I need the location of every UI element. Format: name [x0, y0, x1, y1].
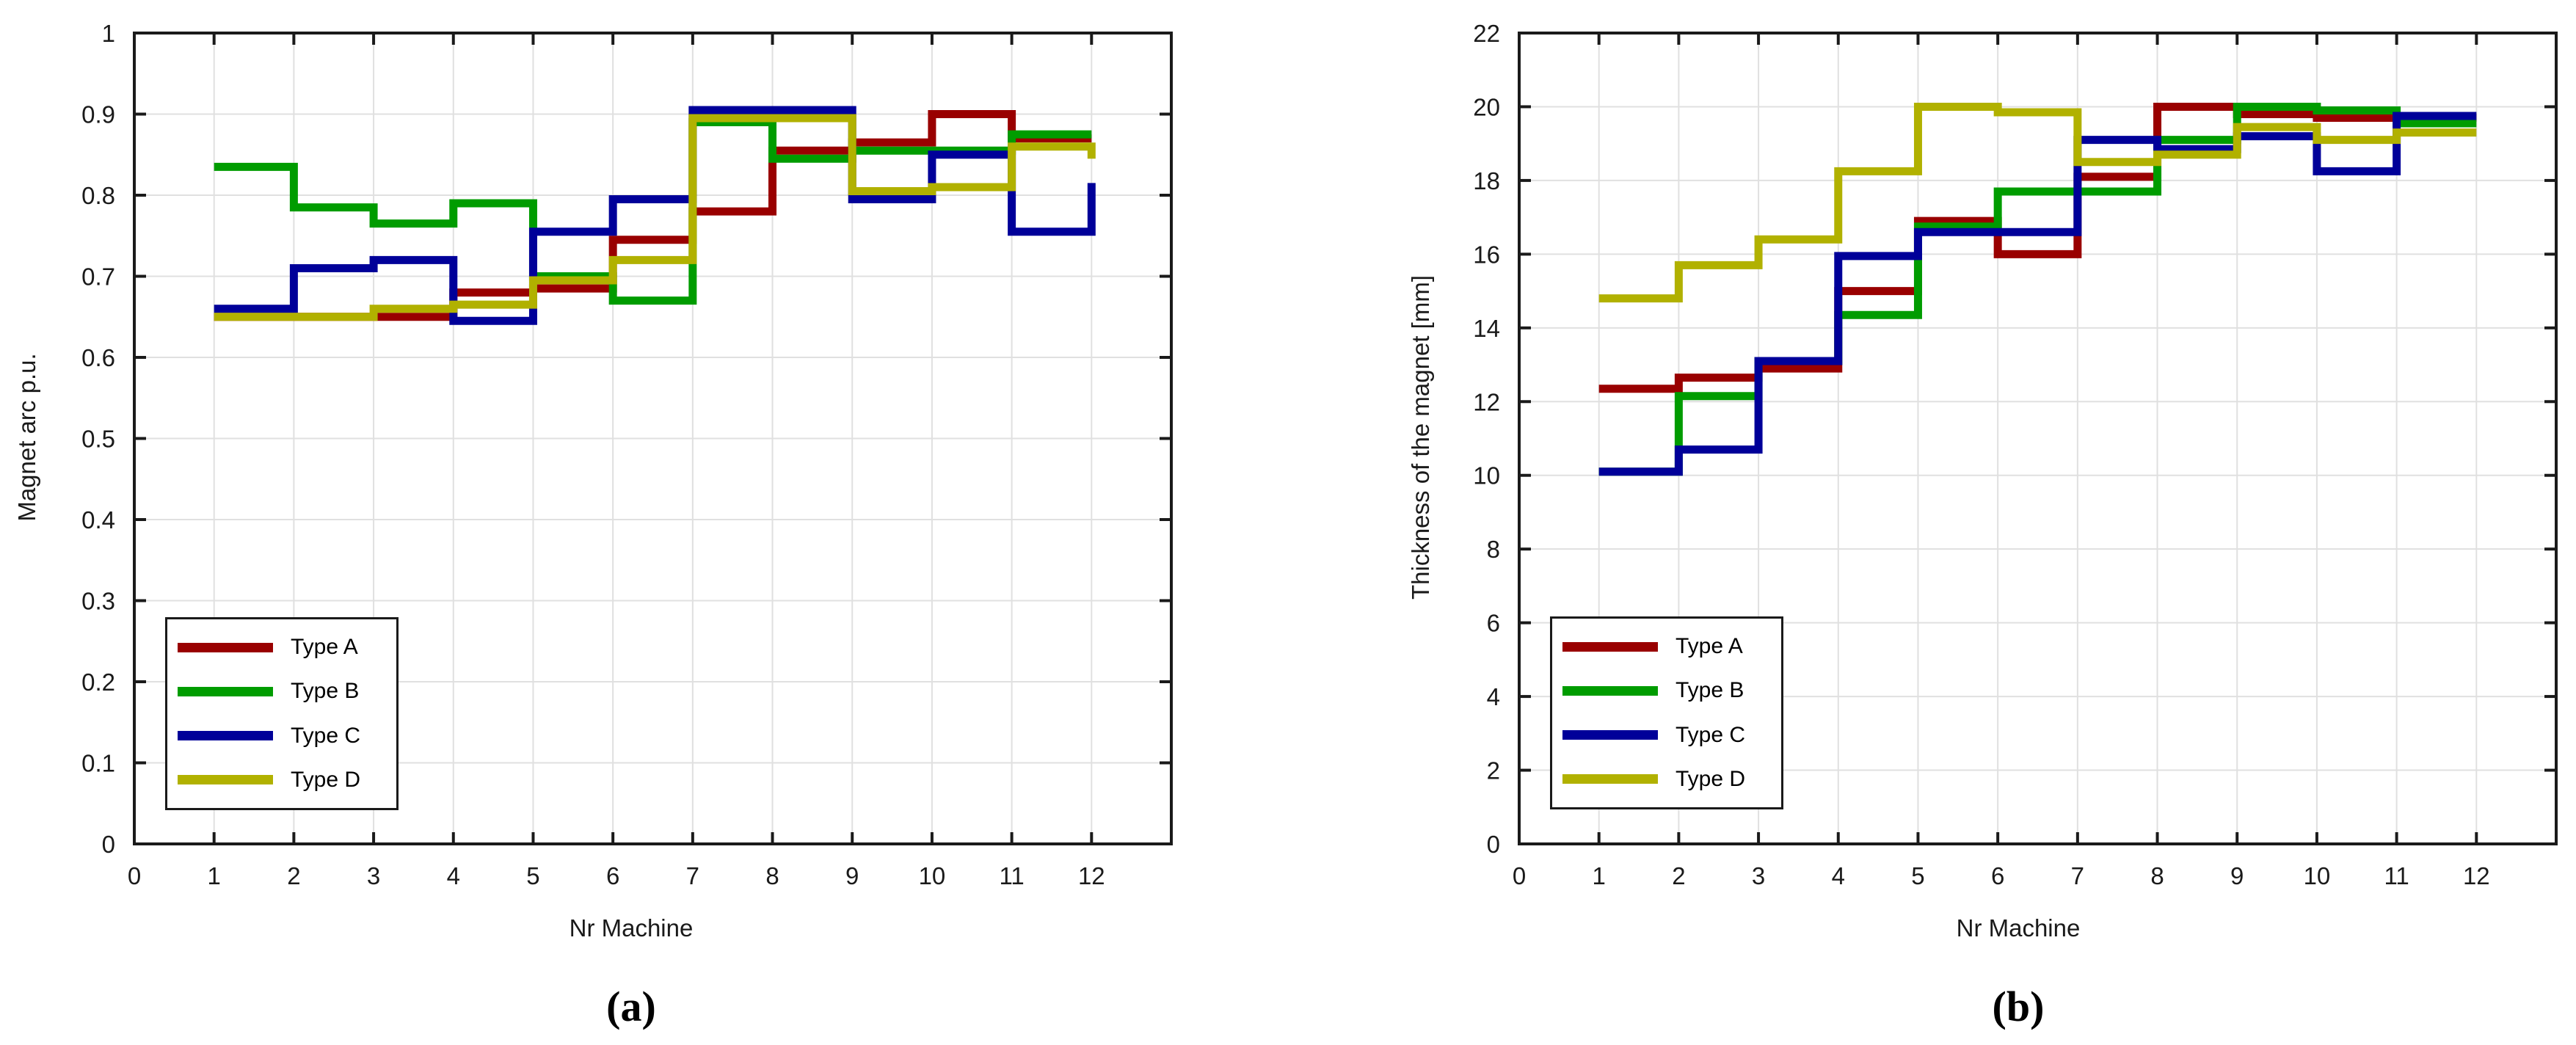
x-tick-label: 0 [128, 862, 141, 889]
type-d-line-swatch [178, 775, 273, 785]
y-tick-label: 0 [102, 831, 115, 858]
plot-border [1518, 32, 2558, 845]
x-tick-label: 12 [2463, 862, 2490, 889]
legend-item-type-a: Type A [167, 636, 396, 658]
y-tick-label: 0 [1487, 831, 1500, 858]
x-tick-label: 11 [2384, 862, 2409, 889]
series-line-type-c [1598, 112, 2477, 476]
y-tick-label: 20 [1473, 93, 1500, 120]
series-line-type-d [214, 114, 1096, 321]
y-tick-label: 2 [1487, 757, 1500, 784]
chart-a-y-axis-label: Magnet arc p.u. [13, 353, 40, 522]
x-tick-label: 4 [447, 862, 460, 889]
x-tick-label: 7 [686, 862, 699, 889]
x-tick-label: 8 [765, 862, 779, 889]
chart-b-y-axis-label: Thickness of the magnet [mm] [1407, 275, 1434, 600]
x-tick-label: 1 [208, 862, 221, 889]
legend-item-label: Type D [291, 767, 361, 792]
type-a-line-swatch [1562, 641, 1658, 652]
legend-item-label: Type A [1676, 634, 1743, 659]
y-tick-label: 0.1 [81, 750, 115, 777]
y-tick-label: 0.7 [81, 263, 115, 291]
y-tick-label: 12 [1473, 388, 1500, 415]
series-line-type-d [1598, 102, 2477, 303]
x-tick-label: 10 [2304, 862, 2331, 889]
chart-a-caption: (a) [606, 983, 656, 1030]
y-tick-label: 18 [1473, 167, 1500, 194]
type-c-line-swatch [178, 731, 273, 741]
y-tick-label: 0.4 [81, 506, 115, 534]
legend-item-type-b: Type B [1552, 680, 1781, 702]
legend-item-label: Type C [291, 723, 361, 748]
x-tick-label: 2 [1672, 862, 1685, 889]
legend-item-label: Type B [1676, 678, 1744, 703]
y-tick-label: 6 [1487, 610, 1500, 637]
x-tick-label: 4 [1832, 862, 1845, 889]
y-tick-label: 0.3 [81, 588, 115, 615]
x-tick-label: 12 [1078, 862, 1105, 889]
legend-item-type-b: Type B [167, 680, 396, 702]
y-tick-label: 22 [1473, 20, 1500, 47]
series-line-type-a [214, 110, 1092, 321]
series-line-type-a [1598, 102, 2477, 393]
x-tick-label: 11 [999, 862, 1024, 889]
legend-item-type-d: Type D [167, 767, 396, 792]
x-tick-label: 5 [1911, 862, 1924, 889]
x-tick-label: 9 [2230, 862, 2244, 889]
type-b-line-swatch [1562, 685, 1658, 696]
y-tick-label: 14 [1473, 315, 1500, 342]
y-tick-label: 0.2 [81, 669, 115, 696]
x-tick-label: 5 [526, 862, 539, 889]
legend-item-type-d: Type D [1552, 768, 1781, 790]
type-d-line-swatch [1562, 774, 1658, 784]
chart-a-x-axis-label: Nr Machine [569, 914, 694, 942]
x-tick-label: 3 [367, 862, 380, 889]
chart-a-plot-area: 0 1 2 3 4 5 6 7 8 9 10 11 1200.10.20.30.40.50.60.70.… [81, 20, 1173, 889]
x-tick-label: 9 [845, 862, 859, 889]
chart-b-legend: Type A Type B Type C Type D [1550, 616, 1783, 809]
legend-item-type-a: Type A [1552, 636, 1781, 658]
y-tick-label: 0.9 [81, 101, 115, 128]
legend-item-label: Type D [1676, 766, 1746, 791]
x-tick-label: 6 [606, 862, 619, 889]
y-tick-label: 16 [1473, 241, 1500, 268]
type-b-line-swatch [178, 686, 273, 696]
x-tick-label: 1 [1593, 862, 1606, 889]
x-tick-label: 2 [287, 862, 300, 889]
type-a-line-swatch [178, 642, 273, 652]
y-tick-label: 1 [102, 20, 115, 47]
y-tick-label: 4 [1487, 683, 1500, 710]
x-tick-label: 10 [919, 862, 946, 889]
legend-item-type-c: Type C [167, 723, 396, 748]
y-tick-label: 0.8 [81, 182, 115, 209]
x-tick-label: 6 [1991, 862, 2004, 889]
y-tick-label: 0.6 [81, 344, 115, 371]
series-line-type-b [214, 118, 1092, 305]
chart-b-x-axis-label: Nr Machine [1956, 914, 2081, 942]
series-line-type-b [1598, 102, 2477, 476]
type-c-line-swatch [1562, 730, 1658, 740]
series-line-type-c [214, 106, 1096, 325]
x-tick-label: 7 [2071, 862, 2084, 889]
y-tick-label: 10 [1473, 462, 1500, 489]
chart-a-legend: Type A Type B Type C Type D [165, 617, 399, 810]
legend-item-label: Type C [1676, 722, 1746, 747]
legend-item-type-c: Type C [1552, 724, 1781, 746]
legend-item-label: Type A [291, 635, 358, 660]
y-tick-label: 8 [1487, 536, 1500, 563]
chart-b-caption: (b) [1992, 983, 2045, 1030]
x-tick-label: 3 [1752, 862, 1765, 889]
x-tick-label: 8 [2150, 862, 2164, 889]
y-tick-label: 0.5 [81, 426, 115, 453]
legend-item-label: Type B [291, 679, 360, 704]
x-tick-label: 0 [1513, 862, 1526, 889]
